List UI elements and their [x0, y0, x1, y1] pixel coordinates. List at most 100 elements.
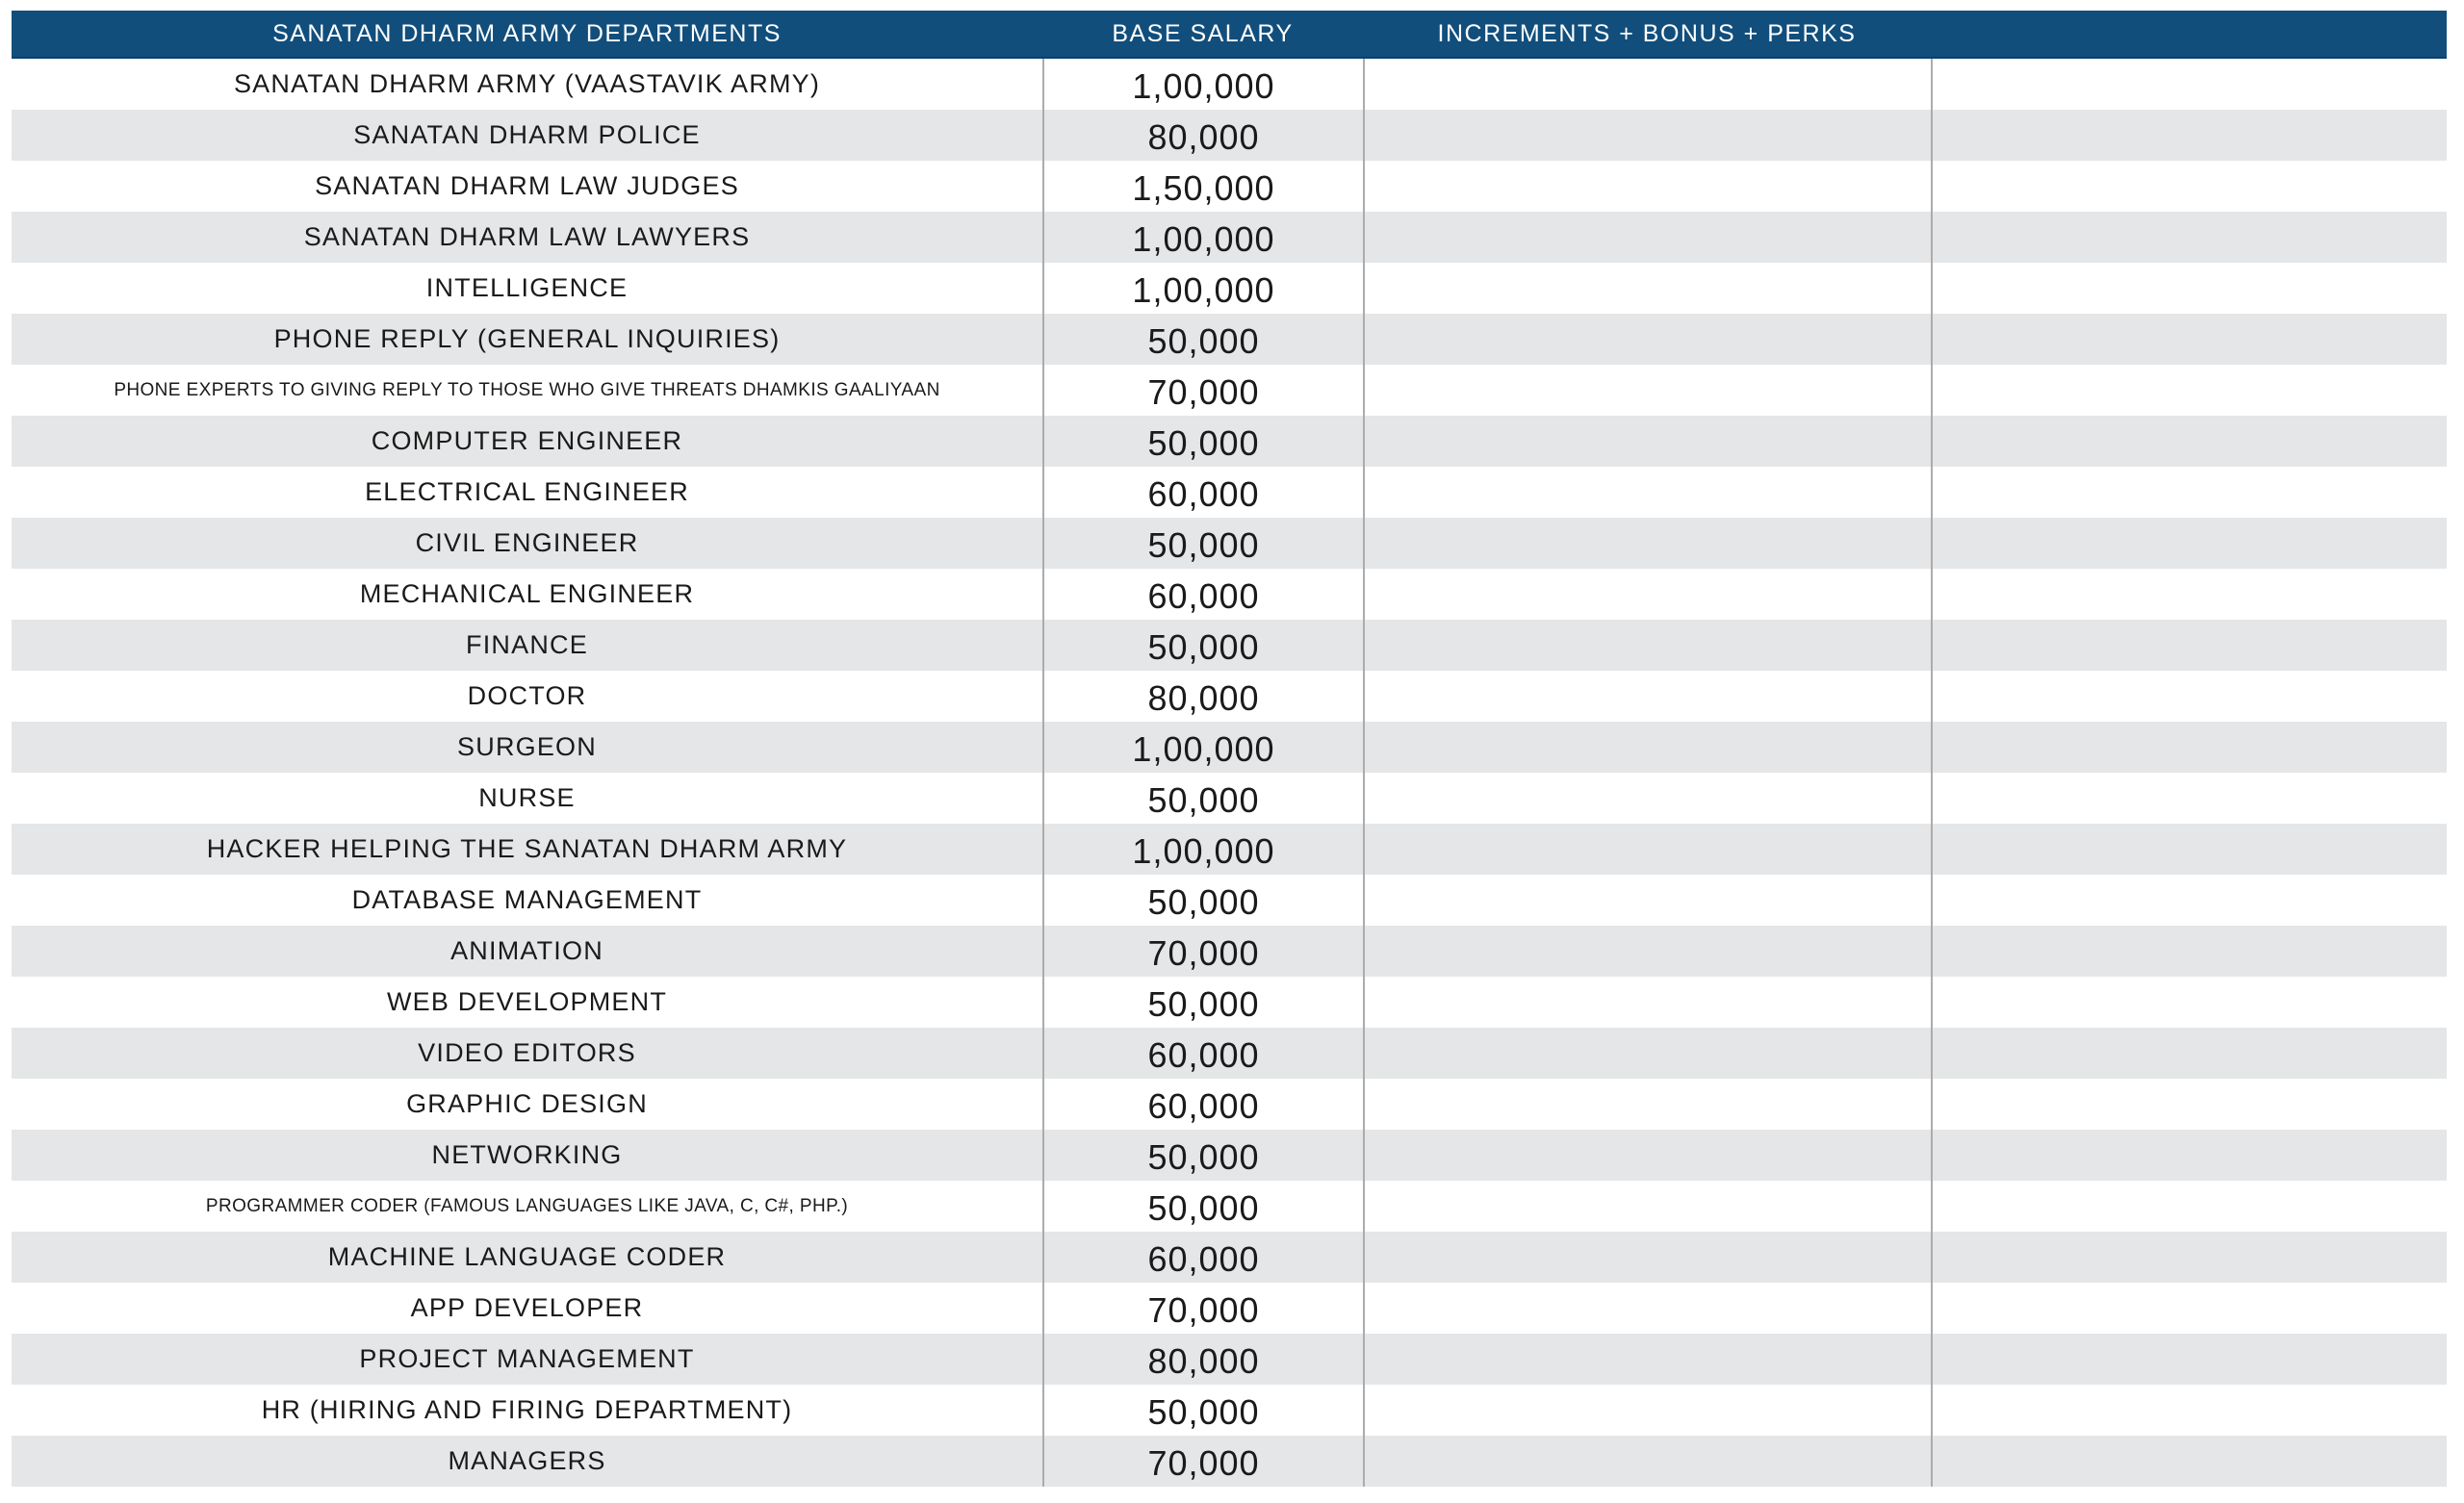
base-salary-cell: 80,000: [1042, 1334, 1363, 1385]
increments-bonus-perks-cell: [1363, 1079, 1931, 1130]
department-cell: GRAPHIC DESIGN: [406, 1089, 648, 1118]
extra-empty-cell: [1931, 875, 2447, 926]
extra-empty-cell: [1931, 1130, 2447, 1181]
department-cell: SANATAN DHARM LAW LAWYERS: [303, 222, 751, 251]
department-cell: ANIMATION: [450, 936, 603, 965]
table-row: PROGRAMMER CODER (FAMOUS LANGUAGES LIKE …: [12, 1181, 2447, 1232]
table-row: MACHINE LANGUAGE CODER 60,000: [12, 1232, 2447, 1283]
increments-bonus-perks-cell: [1363, 773, 1931, 824]
extra-empty-cell: [1931, 1334, 2447, 1385]
extra-empty-cell: [1931, 1232, 2447, 1283]
base-salary-cell: 70,000: [1042, 365, 1363, 416]
increments-bonus-perks-cell: [1363, 314, 1931, 365]
base-salary-cell: 50,000: [1042, 314, 1363, 365]
extra-empty-cell: [1931, 1028, 2447, 1079]
base-salary-cell: 50,000: [1042, 773, 1363, 824]
department-cell: PROGRAMMER CODER (FAMOUS LANGUAGES LIKE …: [205, 1195, 849, 1216]
base-salary-cell: 50,000: [1042, 416, 1363, 467]
extra-empty-cell: [1931, 314, 2447, 365]
extra-empty-cell: [1931, 824, 2447, 875]
department-cell: SURGEON: [457, 732, 597, 761]
extra-empty-cell: [1931, 620, 2447, 671]
extra-empty-cell: [1931, 671, 2447, 722]
extra-empty-cell: [1931, 365, 2447, 416]
extra-empty-cell: [1931, 1079, 2447, 1130]
table-row: MECHANICAL ENGINEER 60,000: [12, 569, 2447, 620]
increments-bonus-perks-cell: [1363, 161, 1931, 212]
department-cell: INTELLIGENCE: [425, 273, 629, 302]
extra-empty-cell: [1931, 212, 2447, 263]
increments-bonus-perks-cell: [1363, 722, 1931, 773]
base-salary-cell: 60,000: [1042, 1028, 1363, 1079]
department-cell: HACKER HELPING THE SANATAN DHARM ARMY: [206, 834, 848, 863]
table-row: WEB DEVELOPMENT 50,000: [12, 977, 2447, 1028]
table-row: GRAPHIC DESIGN 60,000: [12, 1079, 2447, 1130]
column-header-departments: SANATAN DHARM ARMY DEPARTMENTS: [272, 19, 782, 47]
department-cell: DOCTOR: [467, 681, 587, 710]
extra-empty-cell: [1931, 1181, 2447, 1232]
department-cell: WEB DEVELOPMENT: [386, 987, 668, 1016]
increments-bonus-perks-cell: [1363, 569, 1931, 620]
increments-bonus-perks-cell: [1363, 1028, 1931, 1079]
increments-bonus-perks-cell: [1363, 1334, 1931, 1385]
base-salary-cell: 60,000: [1042, 1079, 1363, 1130]
base-salary-cell: 80,000: [1042, 671, 1363, 722]
increments-bonus-perks-cell: [1363, 1232, 1931, 1283]
table-row: NURSE 50,000: [12, 773, 2447, 824]
department-cell: SANATAN DHARM LAW JUDGES: [315, 171, 739, 200]
base-salary-cell: 1,00,000: [1042, 263, 1363, 314]
increments-bonus-perks-cell: [1363, 977, 1931, 1028]
base-salary-cell: 1,50,000: [1042, 161, 1363, 212]
table-row: HACKER HELPING THE SANATAN DHARM ARMY 1,…: [12, 824, 2447, 875]
base-salary-cell: 60,000: [1042, 467, 1363, 518]
extra-empty-cell: [1931, 773, 2447, 824]
extra-empty-cell: [1931, 161, 2447, 212]
department-cell: PROJECT MANAGEMENT: [359, 1344, 695, 1373]
department-cell: HR (HIRING AND FIRING DEPARTMENT): [261, 1395, 793, 1424]
department-cell: SANATAN DHARM POLICE: [353, 120, 701, 149]
department-cell: ELECTRICAL ENGINEER: [365, 477, 689, 506]
department-cell: SANATAN DHARM ARMY (VAASTAVIK ARMY): [233, 69, 821, 98]
base-salary-cell: 70,000: [1042, 1436, 1363, 1487]
increments-bonus-perks-cell: [1363, 59, 1931, 110]
increments-bonus-perks-cell: [1363, 1181, 1931, 1232]
increments-bonus-perks-cell: [1363, 926, 1931, 977]
extra-empty-cell: [1931, 977, 2447, 1028]
department-cell: PHONE EXPERTS TO GIVING REPLY TO THOSE W…: [114, 379, 940, 400]
column-header-base-salary: BASE SALARY: [1112, 19, 1294, 47]
extra-empty-cell: [1931, 467, 2447, 518]
table-row: SANATAN DHARM LAW JUDGES 1,50,000: [12, 161, 2447, 212]
column-header-extra: [1931, 11, 2447, 57]
increments-bonus-perks-cell: [1363, 263, 1931, 314]
table-row: PROJECT MANAGEMENT 80,000: [12, 1334, 2447, 1385]
base-salary-cell: 50,000: [1042, 620, 1363, 671]
table-row: VIDEO EDITORS 60,000: [12, 1028, 2447, 1079]
extra-empty-cell: [1931, 1385, 2447, 1436]
extra-empty-cell: [1931, 59, 2447, 110]
increments-bonus-perks-cell: [1363, 1436, 1931, 1487]
extra-empty-cell: [1931, 518, 2447, 569]
department-cell: MACHINE LANGUAGE CODER: [327, 1242, 727, 1271]
base-salary-cell: 70,000: [1042, 926, 1363, 977]
increments-bonus-perks-cell: [1363, 212, 1931, 263]
increments-bonus-perks-cell: [1363, 365, 1931, 416]
extra-empty-cell: [1931, 263, 2447, 314]
base-salary-cell: 1,00,000: [1042, 59, 1363, 110]
extra-empty-cell: [1931, 722, 2447, 773]
department-cell: VIDEO EDITORS: [418, 1038, 636, 1067]
table-row: MANAGERS 70,000: [12, 1436, 2447, 1487]
increments-bonus-perks-cell: [1363, 1385, 1931, 1436]
base-salary-cell: 50,000: [1042, 1181, 1363, 1232]
increments-bonus-perks-cell: [1363, 824, 1931, 875]
table-body: SANATAN DHARM ARMY (VAASTAVIK ARMY) 1,00…: [12, 59, 2447, 1487]
base-salary-cell: 50,000: [1042, 518, 1363, 569]
base-salary-cell: 1,00,000: [1042, 722, 1363, 773]
table-row: CIVIL ENGINEER 50,000: [12, 518, 2447, 569]
table-row: SANATAN DHARM ARMY (VAASTAVIK ARMY) 1,00…: [12, 59, 2447, 110]
department-cell: APP DEVELOPER: [410, 1293, 644, 1322]
column-header-increments-bonus-perks: INCREMENTS + BONUS + PERKS: [1437, 19, 1857, 47]
table-row: ANIMATION 70,000: [12, 926, 2447, 977]
table-row: APP DEVELOPER 70,000: [12, 1283, 2447, 1334]
table-row: SURGEON 1,00,000: [12, 722, 2447, 773]
extra-empty-cell: [1931, 416, 2447, 467]
